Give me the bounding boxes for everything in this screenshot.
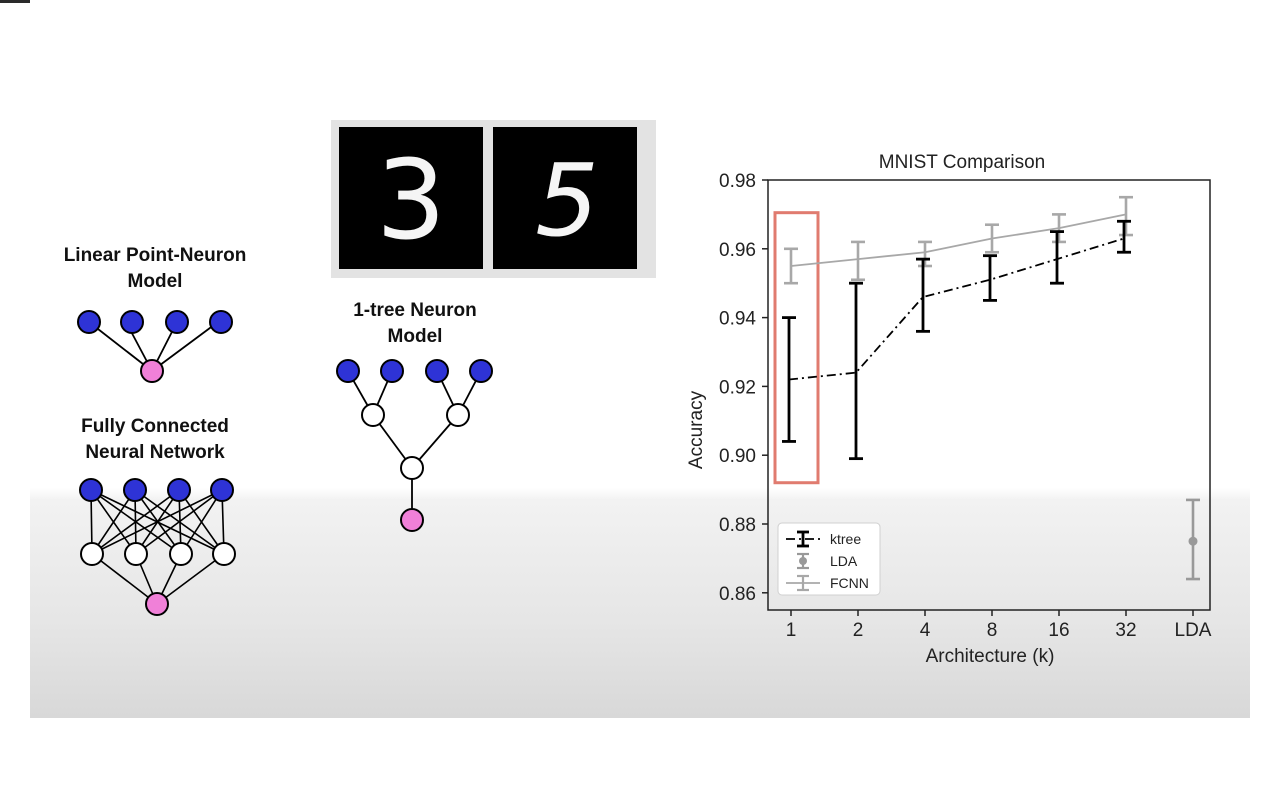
plot-frame	[767, 179, 1211, 611]
chart-title: MNIST Comparison	[879, 152, 1045, 173]
output-node	[400, 508, 424, 532]
x-tick-label: LDA	[1175, 620, 1212, 641]
digit-five-glyph: 5	[535, 142, 599, 259]
input-node	[79, 478, 103, 502]
mnist-digit-3: 3	[339, 127, 483, 269]
y-tick-label: 0.94	[719, 309, 756, 330]
linear-model-diagram	[77, 310, 233, 383]
legend-fcnn-label: FCNN	[830, 575, 869, 591]
lda-point	[1188, 536, 1198, 546]
input-node	[336, 359, 360, 383]
tree-model-title: 1-tree Neuron Model	[300, 298, 530, 350]
mnist-samples: 3 5	[331, 120, 656, 278]
fcnn-series-line	[790, 213, 1127, 267]
y-axis-label: Accuracy	[686, 390, 707, 469]
input-node	[165, 310, 189, 334]
y-tick-label: 0.96	[719, 240, 756, 261]
linear-model-title-line1: Linear Point-Neuron	[63, 245, 247, 266]
output-node	[145, 592, 169, 616]
hidden-node	[446, 403, 470, 427]
x-tick-label: 1	[786, 620, 797, 641]
y-tick-label: 0.98	[719, 171, 756, 192]
x-tick-label: 16	[1048, 620, 1069, 641]
ktree-series-line	[788, 237, 1125, 381]
digit-three-glyph: 3	[376, 136, 446, 264]
legend-lda-label: LDA	[830, 553, 858, 569]
highlight-box	[773, 211, 820, 485]
tree-model-title-line2: Model	[387, 326, 443, 347]
fcnn-title-line1: Fully Connected	[81, 416, 229, 437]
x-tick-label: 2	[853, 620, 864, 641]
output-node	[140, 359, 164, 383]
mnist-digit-5: 5	[493, 127, 637, 269]
fcnn-title-line2: Neural Network	[85, 442, 225, 463]
hidden-node	[80, 542, 104, 566]
tree-model-title-line1: 1-tree Neuron	[353, 300, 477, 321]
input-node	[210, 478, 234, 502]
legend-lda-marker	[799, 557, 807, 565]
x-tick-label: 4	[920, 620, 931, 641]
hidden-node	[124, 542, 148, 566]
input-node	[120, 310, 144, 334]
x-tick-label: 8	[987, 620, 998, 641]
legend-ktree-label: ktree	[830, 531, 861, 547]
x-tick-label: 32	[1115, 620, 1136, 641]
digit-five-text: 5	[535, 142, 599, 259]
input-node	[469, 359, 493, 383]
y-tick-label: 0.92	[719, 377, 756, 398]
y-tick-label: 0.88	[719, 515, 756, 536]
fcnn-diagram	[79, 478, 236, 616]
digit-three-text: 3	[376, 136, 446, 264]
hidden-node	[400, 456, 424, 480]
linear-model-title-line2: Model	[127, 271, 183, 292]
linear-model-title: Linear Point-Neuron Model	[30, 243, 280, 295]
y-tick-label: 0.90	[719, 446, 756, 467]
input-node	[209, 310, 233, 334]
input-node	[425, 359, 449, 383]
hidden-node	[212, 542, 236, 566]
input-node	[167, 478, 191, 502]
input-node	[123, 478, 147, 502]
fcnn-title: Fully Connected Neural Network	[30, 414, 280, 466]
slide-background	[30, 0, 1250, 718]
tree-model-diagram	[336, 359, 493, 532]
x-axis-label: Architecture (k)	[926, 646, 1055, 667]
hidden-node	[361, 403, 385, 427]
input-node	[77, 310, 101, 334]
hidden-node	[169, 542, 193, 566]
y-tick-label: 0.86	[719, 584, 756, 605]
legend: ktree LDA FCNN	[777, 522, 881, 596]
mnist-comparison-chart: MNIST Comparison Accuracy Architecture (…	[686, 152, 1212, 667]
input-node	[380, 359, 404, 383]
